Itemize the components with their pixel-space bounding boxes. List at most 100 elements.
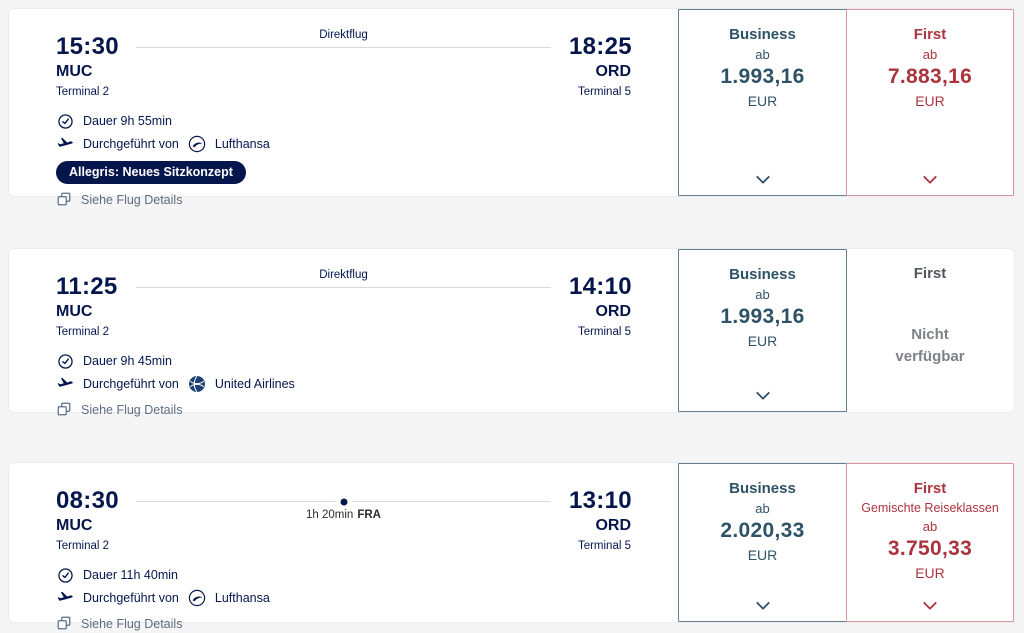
duration-text: Dauer 11h 40min (83, 568, 178, 582)
from-label: ab (755, 287, 770, 302)
clock-icon (56, 567, 74, 584)
stopover-dot (335, 493, 352, 511)
departure-time: 15:30 (56, 33, 119, 60)
arrival-time: 13:10 (569, 487, 632, 514)
chevron-down-icon[interactable] (922, 595, 938, 611)
chevron-down-icon[interactable] (755, 169, 770, 185)
departure-airport: MUC (56, 517, 93, 534)
carrier-name: United Airlines (214, 377, 295, 391)
flight-details-label: Siehe Flug Details (81, 617, 183, 631)
operated-by-row: Durchgeführt von Lufthansa (56, 588, 631, 608)
price-area: Business ab 1.993,16 EUR First ab 7.883,… (678, 9, 1014, 196)
lufthansa-crane-logo (188, 135, 206, 153)
route-row: 15:30 MUC Terminal 2 Direktflug 18:25 OR… (56, 29, 632, 99)
route-middle: Direktflug (118, 269, 569, 288)
flight-card: 08:30 MUC Terminal 2 1h 20min FRA 13:10 O… (8, 462, 1015, 632)
arrival-block: 18:25 ORD Terminal 5 (569, 33, 632, 99)
departure-terminal: Terminal 2 (56, 326, 110, 338)
business-price: 1.993,16 (720, 305, 805, 328)
operated-by-label: Durchgeführt von (83, 591, 179, 605)
business-price-box[interactable]: Business ab 1.993,16 EUR (678, 9, 847, 196)
first-class-label: First (913, 480, 947, 497)
departure-terminal: Terminal 2 (56, 86, 110, 98)
route-middle: Direktflug (118, 29, 569, 48)
carrier-name: Lufthansa (214, 591, 270, 605)
flight-info: 11:25 MUC Terminal 2 Direktflug 14:10 OR… (9, 249, 678, 417)
arrival-airport: ORD (595, 517, 631, 534)
flight-details-link[interactable]: Siehe Flug Details (56, 190, 631, 210)
route-line: 1h 20min FRA (136, 493, 551, 521)
clock-icon (56, 353, 74, 370)
flight-details: Dauer 9h 45min Durchgeführt von United A… (56, 351, 631, 420)
arrival-block: 14:10 ORD Terminal 5 (569, 273, 632, 339)
operated-by-label: Durchgeführt von (83, 137, 179, 151)
route-type-label: Direktflug (319, 29, 368, 41)
airplane-takeoff-icon (56, 375, 74, 393)
flight-info: 08:30 MUC Terminal 2 1h 20min FRA 13:10 O… (9, 463, 678, 632)
business-class-label: Business (729, 480, 796, 497)
first-unavailable-box: First Nicht verfügbar (846, 249, 1014, 412)
duration-row: Dauer 9h 55min (56, 111, 631, 131)
business-price: 1.993,16 (720, 65, 805, 88)
airplane-takeoff-icon (56, 589, 74, 607)
arrival-block: 13:10 ORD Terminal 5 (569, 487, 632, 553)
unavailable-text: Nicht verfügbar (895, 326, 965, 365)
from-label: ab (922, 47, 938, 62)
flight-details-link[interactable]: Siehe Flug Details (56, 614, 631, 633)
duration-row: Dauer 9h 45min (56, 351, 631, 371)
first-price: 7.883,16 (887, 65, 973, 88)
from-label: ab (922, 519, 938, 534)
operated-by-row: Durchgeführt von Lufthansa (56, 134, 631, 154)
business-price-box[interactable]: Business ab 2.020,33 EUR (678, 463, 847, 622)
arrival-time: 18:25 (569, 33, 632, 60)
first-class-label: First (913, 265, 947, 282)
route-row: 11:25 MUC Terminal 2 Direktflug 14:10 OR… (56, 269, 632, 339)
flight-card: 15:30 MUC Terminal 2 Direktflug 18:25 OR… (8, 8, 1015, 207)
route-type-label: Direktflug (319, 269, 368, 281)
first-price-box[interactable]: First ab 7.883,16 EUR (846, 9, 1014, 196)
departure-block: 15:30 MUC Terminal 2 (56, 33, 119, 99)
stopover-info: 1h 20min FRA (306, 509, 381, 521)
first-price: 3.750,33 (887, 537, 973, 560)
flight-details-link[interactable]: Siehe Flug Details (56, 400, 631, 420)
flight-info: 15:30 MUC Terminal 2 Direktflug 18:25 OR… (9, 9, 678, 207)
flight-details-label: Siehe Flug Details (81, 193, 183, 207)
first-price-box[interactable]: First Gemischte Reiseklassen ab 3.750,33… (846, 463, 1014, 622)
business-price-box[interactable]: Business ab 1.993,16 EUR (678, 249, 847, 412)
mixed-classes-note: Gemischte Reiseklassen (861, 501, 999, 515)
clock-icon (56, 113, 74, 130)
business-currency: EUR (747, 93, 778, 109)
departure-block: 08:30 MUC Terminal 2 (56, 487, 119, 553)
flight-card: 11:25 MUC Terminal 2 Direktflug 14:10 OR… (8, 248, 1015, 417)
chevron-down-icon[interactable] (922, 169, 938, 185)
business-currency: EUR (747, 333, 778, 349)
duration-text: Dauer 9h 55min (83, 114, 172, 128)
departure-block: 11:25 MUC Terminal 2 (56, 273, 118, 339)
stopover-airport: FRA (357, 509, 381, 521)
route-row: 08:30 MUC Terminal 2 1h 20min FRA 13:10 O… (56, 487, 632, 553)
departure-airport: MUC (56, 63, 93, 80)
arrival-time: 14:10 (569, 273, 632, 300)
flight-details-label: Siehe Flug Details (81, 403, 183, 417)
route-middle: 1h 20min FRA (118, 483, 569, 521)
arrival-airport: ORD (595, 63, 631, 80)
price-area: Business ab 2.020,33 EUR First Gemischte… (678, 463, 1014, 622)
lufthansa-crane-logo (188, 589, 206, 607)
operated-by-row: Durchgeführt von United Airlines (56, 374, 631, 394)
operated-by-label: Durchgeführt von (83, 377, 179, 391)
chevron-down-icon[interactable] (755, 595, 770, 611)
business-currency: EUR (747, 547, 778, 563)
first-class-label: First (913, 26, 947, 43)
flight-details-icon (56, 401, 72, 420)
first-currency: EUR (915, 565, 945, 581)
allegris-badge: Allegris: Neues Sitzkonzept (56, 161, 246, 184)
route-line (136, 287, 551, 288)
arrival-terminal: Terminal 5 (577, 540, 631, 552)
from-label: ab (755, 47, 770, 62)
flight-details-icon (56, 615, 72, 633)
chevron-down-icon[interactable] (755, 385, 770, 401)
departure-time: 08:30 (56, 487, 119, 514)
departure-terminal: Terminal 2 (56, 540, 110, 552)
business-price: 2.020,33 (720, 519, 805, 542)
departure-time: 11:25 (56, 273, 118, 300)
